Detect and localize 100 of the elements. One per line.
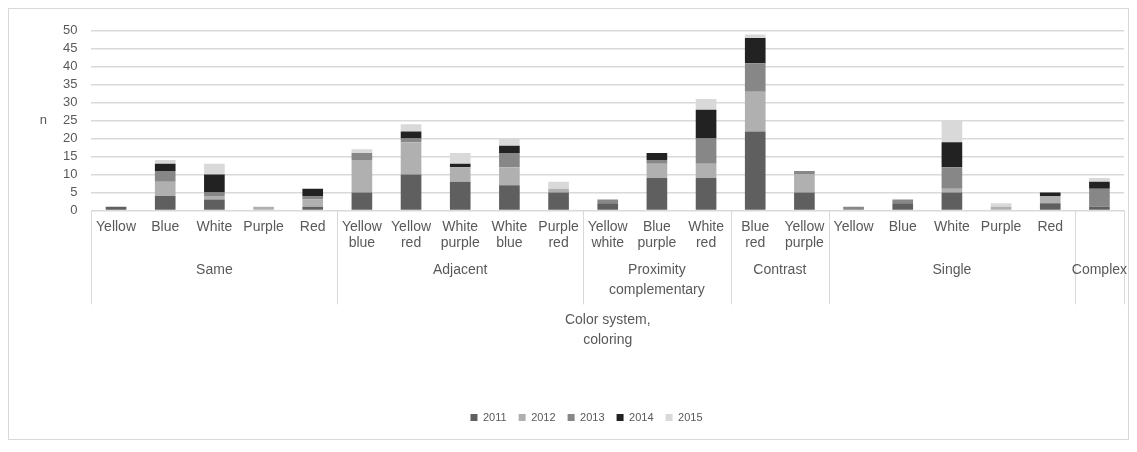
y-tick-label: 5 bbox=[70, 184, 78, 200]
bar bbox=[1039, 203, 1061, 210]
y-tick-label: 10 bbox=[62, 166, 78, 182]
x-tick-label: Purple bbox=[980, 217, 1022, 234]
bar bbox=[1089, 188, 1110, 207]
y-tick-label: 40 bbox=[62, 58, 78, 74]
bar bbox=[302, 199, 324, 207]
bar bbox=[646, 178, 668, 210]
text: Adjacent bbox=[432, 261, 488, 278]
bar bbox=[1089, 178, 1110, 182]
legend-label: 2011 bbox=[482, 410, 507, 423]
y-tick-label: 35 bbox=[62, 76, 78, 92]
x-tick-label: White blue bbox=[491, 217, 528, 251]
bar bbox=[744, 34, 766, 38]
bar bbox=[744, 63, 766, 92]
bar bbox=[154, 160, 176, 164]
text: Single bbox=[932, 261, 972, 278]
y-axis-title: n bbox=[39, 112, 48, 128]
legend-label: 2014 bbox=[629, 410, 654, 423]
y-tick-label: 20 bbox=[62, 130, 78, 146]
x-tick-label: Purple red bbox=[538, 217, 580, 251]
x-tick-label: White red bbox=[688, 217, 725, 251]
y-tick-label: 0 bbox=[70, 201, 78, 217]
bar bbox=[302, 206, 324, 210]
bar bbox=[154, 181, 176, 197]
x-tick-label: White purple bbox=[440, 217, 480, 251]
x-axis-title: Color system, coloring bbox=[564, 311, 651, 348]
bar bbox=[941, 142, 963, 168]
y-tick-label: 15 bbox=[62, 148, 78, 164]
x-tick-label: Yellow white bbox=[587, 217, 629, 251]
legend-label: 2015 bbox=[678, 410, 703, 423]
text: Same bbox=[196, 261, 233, 278]
x-tick-label: Yellow blue bbox=[341, 217, 383, 251]
y-tick-label: 25 bbox=[62, 112, 78, 128]
bar bbox=[695, 163, 717, 179]
bar bbox=[646, 152, 668, 161]
bar bbox=[499, 152, 520, 168]
text: Complex bbox=[1071, 261, 1128, 278]
bar bbox=[941, 192, 963, 210]
bar bbox=[499, 185, 520, 210]
bar bbox=[400, 174, 422, 210]
legend-label: 2013 bbox=[580, 410, 605, 423]
bar bbox=[794, 174, 815, 193]
x-tick-label: Yellow red bbox=[391, 217, 432, 251]
bar bbox=[449, 181, 471, 210]
bar bbox=[548, 181, 569, 189]
x-tick-label: Yellow bbox=[833, 217, 875, 234]
x-tick-label: Red bbox=[299, 217, 326, 234]
legend-label: 2012 bbox=[531, 410, 556, 423]
bar bbox=[695, 138, 717, 164]
bar bbox=[253, 206, 274, 210]
bar bbox=[302, 188, 324, 197]
bar bbox=[1089, 181, 1110, 189]
bar bbox=[499, 167, 520, 186]
bar bbox=[1039, 196, 1061, 204]
bar bbox=[400, 131, 422, 139]
x-tick-label: Blue bbox=[151, 217, 180, 234]
bar bbox=[154, 196, 176, 210]
x-tick-label: Purple bbox=[243, 217, 284, 234]
bar bbox=[941, 167, 963, 189]
x-tick-label: Blue red bbox=[741, 217, 770, 251]
bar bbox=[449, 167, 471, 182]
x-tick-label: Red bbox=[1037, 217, 1064, 234]
bar bbox=[744, 131, 766, 210]
bar bbox=[204, 199, 225, 210]
bar bbox=[499, 145, 520, 153]
x-tick-label: Yellow bbox=[96, 217, 137, 234]
bar bbox=[744, 91, 766, 132]
bar bbox=[351, 152, 373, 161]
bar bbox=[400, 124, 422, 132]
bar bbox=[695, 178, 717, 210]
bar bbox=[400, 142, 422, 175]
bar bbox=[646, 160, 668, 164]
bar bbox=[204, 163, 225, 175]
bar bbox=[646, 163, 668, 179]
bar bbox=[154, 163, 176, 171]
x-tick-label: Yellow purple bbox=[784, 217, 826, 251]
bar bbox=[351, 160, 373, 193]
bar bbox=[695, 109, 717, 139]
bar bbox=[204, 174, 225, 193]
text: Contrast bbox=[753, 261, 807, 278]
bar bbox=[204, 192, 225, 197]
bar bbox=[302, 196, 324, 200]
x-tick-label: White bbox=[934, 217, 971, 234]
bar bbox=[892, 203, 914, 210]
bar bbox=[843, 206, 864, 210]
x-tick-label: Blue purple bbox=[637, 217, 677, 251]
y-tick-label: 30 bbox=[62, 94, 78, 110]
x-tick-label: White bbox=[196, 217, 233, 234]
bar bbox=[548, 192, 569, 210]
bar bbox=[154, 170, 176, 182]
bar bbox=[1039, 192, 1061, 197]
bar bbox=[744, 37, 766, 64]
bar bbox=[351, 192, 373, 210]
y-tick-label: 50 bbox=[62, 22, 78, 38]
bar bbox=[1089, 206, 1110, 210]
y-tick-label: 45 bbox=[62, 40, 78, 56]
text: Proximity complementary bbox=[609, 261, 705, 298]
bar bbox=[204, 196, 225, 200]
x-tick-label: Blue bbox=[888, 217, 917, 234]
